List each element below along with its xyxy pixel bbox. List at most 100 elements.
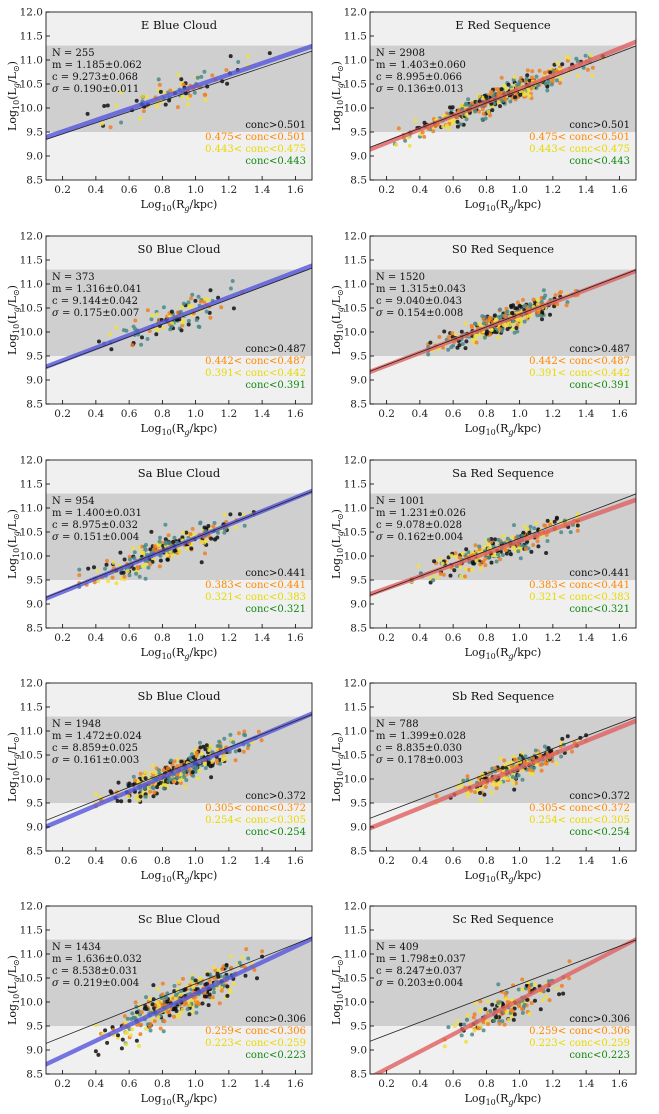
y-tick-label: 9.5: [350, 351, 367, 363]
data-point: [533, 748, 538, 753]
data-point: [482, 335, 487, 340]
data-point: [565, 300, 570, 305]
data-point: [161, 1029, 166, 1034]
x-tick-label: 1.6: [287, 632, 304, 644]
data-point: [460, 551, 465, 556]
data-point: [149, 317, 154, 322]
data-point: [496, 982, 501, 987]
data-point: [225, 993, 230, 998]
data-point: [498, 780, 503, 785]
y-tick-label: 9.5: [350, 575, 367, 587]
data-point: [176, 546, 181, 551]
stat-c: c = 9.040±0.043: [376, 296, 462, 307]
data-point: [191, 773, 196, 778]
data-point: [100, 121, 104, 126]
data-point: [532, 982, 537, 987]
data-point: [243, 973, 248, 978]
stat-m: m = 1.403±0.060: [376, 60, 466, 71]
data-point: [446, 126, 451, 131]
stat-c: c = 9.144±0.042: [52, 296, 138, 307]
y-tick-label: 12.0: [20, 678, 43, 690]
x-tick-label: 0.6: [445, 855, 462, 867]
plot-area: [370, 493, 636, 597]
data-point: [504, 996, 509, 1001]
data-point: [171, 779, 176, 784]
data-point: [488, 1009, 493, 1013]
data-point: [428, 340, 433, 345]
data-point: [464, 112, 469, 117]
data-point: [180, 94, 185, 99]
data-point: [553, 293, 558, 298]
data-point: [506, 1017, 511, 1022]
legend-entry: conc<0.391: [569, 380, 630, 391]
plot-area: [46, 263, 312, 370]
data-point: [545, 88, 550, 93]
data-point: [144, 1026, 148, 1031]
data-point: [485, 329, 489, 334]
data-point: [476, 1026, 481, 1031]
data-point: [130, 1027, 135, 1032]
data-point: [490, 108, 495, 113]
data-point: [139, 342, 144, 347]
y-tick-label: 10.5: [20, 527, 43, 539]
data-point: [525, 997, 530, 1002]
legend-entry: conc>0.372: [245, 791, 306, 802]
data-point: [493, 318, 498, 323]
data-point: [511, 545, 516, 550]
data-point: [110, 575, 115, 580]
data-point: [149, 529, 154, 534]
stat-sigma: σ = 0.136±0.013: [376, 84, 463, 95]
data-point: [196, 294, 201, 299]
stat-sigma: σ = 0.175±0.007: [52, 308, 139, 319]
data-point: [175, 764, 180, 769]
x-tick-label: 1.4: [578, 1078, 595, 1090]
data-point: [407, 143, 412, 148]
data-point: [166, 533, 171, 538]
data-point: [86, 566, 91, 571]
panel-title: S0 Blue Cloud: [137, 242, 221, 256]
data-point: [233, 525, 238, 530]
x-tick-label: 0.2: [378, 184, 395, 196]
data-point: [511, 781, 516, 786]
data-point: [146, 785, 151, 790]
data-point: [468, 781, 473, 785]
data-point: [183, 1001, 188, 1006]
x-axis-label: Log10(Rg/kpc): [465, 422, 542, 437]
data-point: [570, 749, 574, 754]
data-point: [478, 791, 482, 795]
data-point: [440, 561, 445, 566]
stat-sigma: σ = 0.154±0.008: [376, 308, 463, 319]
data-point: [502, 776, 507, 781]
data-point: [172, 1014, 176, 1019]
x-tick-label: 1.6: [287, 184, 304, 196]
data-point: [464, 117, 469, 122]
data-point: [208, 744, 213, 749]
data-point: [428, 580, 433, 585]
data-point: [449, 345, 454, 350]
legend-entry: 0.305< conc<0.372: [205, 803, 306, 814]
data-point: [186, 322, 191, 327]
data-point: [463, 102, 468, 107]
data-point: [172, 759, 177, 764]
panel-title: Sb Red Sequence: [452, 689, 554, 703]
data-point: [103, 566, 107, 571]
stat-m: m = 1.315±0.043: [376, 284, 466, 295]
data-point: [480, 117, 485, 122]
data-point: [538, 753, 543, 758]
data-point: [524, 76, 529, 81]
data-point: [119, 90, 124, 95]
stat-n: N = 1434: [52, 942, 101, 953]
legend-entry: 0.254< conc<0.305: [205, 815, 306, 826]
data-point: [155, 1000, 160, 1005]
x-tick-label: 1.6: [287, 408, 304, 420]
data-point: [548, 70, 553, 75]
y-tick-label: 11.0: [344, 949, 367, 961]
data-point: [161, 768, 166, 773]
data-point: [143, 794, 148, 799]
data-point: [541, 998, 545, 1002]
reference-line: [370, 939, 636, 1042]
data-point: [171, 539, 176, 544]
fit-band: [46, 936, 312, 1067]
x-axis-label: Log10(Rg/kpc): [141, 422, 218, 437]
data-point: [228, 990, 233, 995]
